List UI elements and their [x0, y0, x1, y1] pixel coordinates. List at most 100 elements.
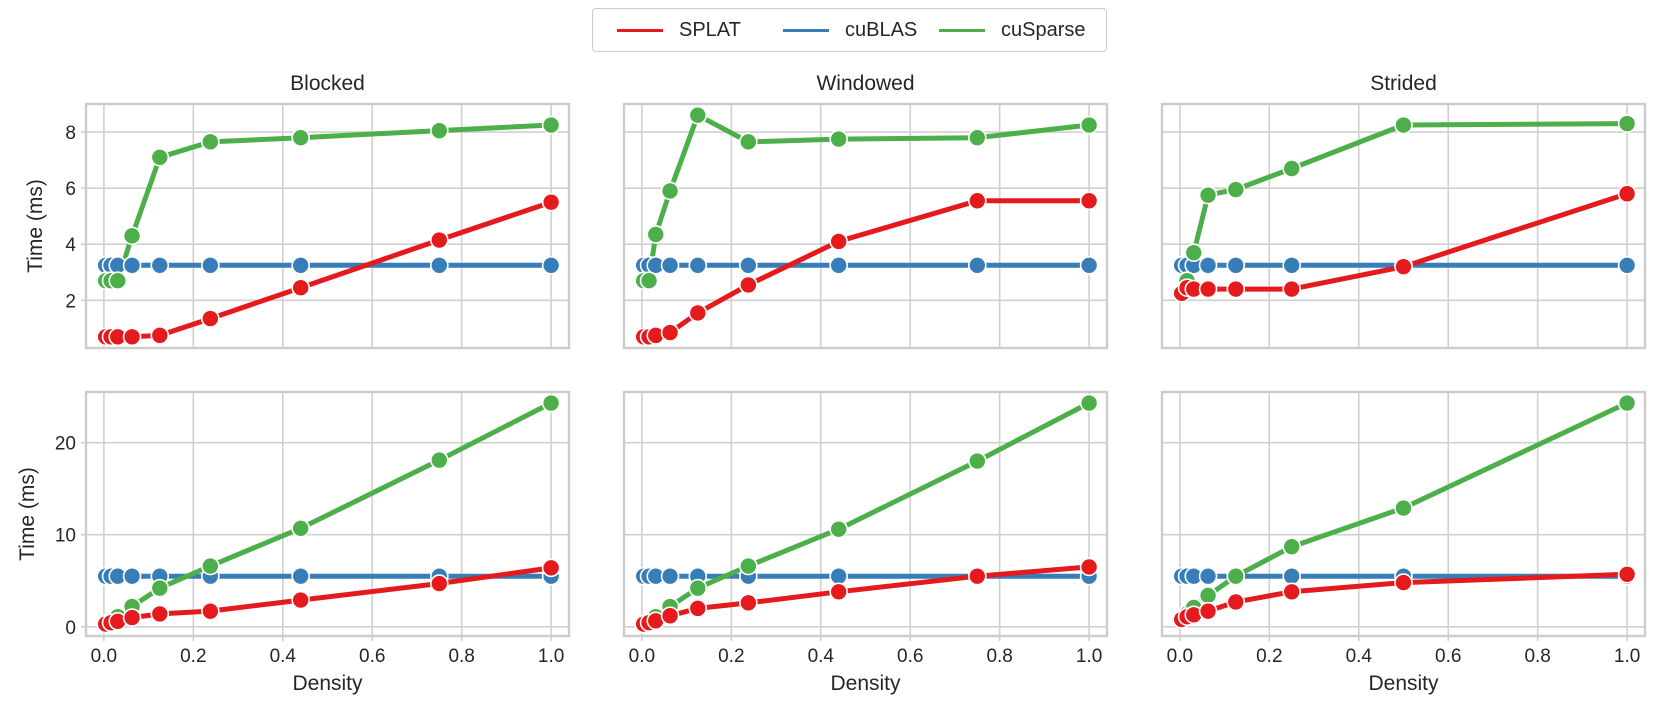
data-point-splat — [1617, 184, 1637, 204]
data-point-cublas — [201, 255, 220, 275]
legend-swatch-cusparse — [939, 28, 985, 32]
data-point-splat — [291, 278, 310, 298]
x-tick-label: 0.8 — [448, 646, 474, 667]
data-point-cusparse — [1617, 114, 1637, 133]
data-point-cusparse — [968, 451, 987, 471]
data-point-cusparse — [541, 115, 561, 135]
panel-1: 2 4 6 8 Blocked Time (ms) — [24, 72, 571, 350]
legend-swatch-cublas — [783, 28, 829, 32]
data-point-cublas — [1226, 255, 1246, 275]
y-axis-label: Time (ms) — [24, 179, 47, 273]
x-tick-label: 0.0 — [1167, 646, 1193, 667]
series-line-splat — [103, 199, 554, 340]
data-point-cublas — [1198, 566, 1218, 586]
x-axis-label: Density — [1368, 672, 1439, 695]
data-point-splat — [968, 191, 987, 211]
data-point-cusparse — [646, 225, 666, 244]
data-point-cusparse — [1184, 243, 1204, 262]
data-point-splat — [660, 323, 680, 342]
axes-frame — [84, 390, 571, 638]
axes-frame — [1160, 390, 1647, 638]
x-tick-label: 0.2 — [718, 646, 744, 667]
legend-swatch-splat — [617, 28, 663, 32]
y-tick-label: 2 — [65, 291, 76, 312]
x-tick-label: 0.0 — [91, 646, 117, 667]
data-point-cusparse — [150, 147, 170, 167]
data-point-splat — [739, 593, 758, 613]
axes-frame — [622, 390, 1109, 638]
data-point-cusparse — [1394, 498, 1413, 518]
data-point-splat — [430, 230, 449, 250]
series-line-cusparse — [103, 122, 554, 284]
x-tick-label: 0.6 — [1435, 646, 1461, 667]
data-point-cusparse — [660, 181, 680, 201]
data-point-cusparse — [201, 132, 220, 152]
data-point-cusparse — [688, 105, 708, 125]
data-point-splat — [1198, 279, 1218, 299]
data-point-cusparse — [739, 556, 758, 576]
axes-frame — [622, 102, 1109, 350]
data-point-cusparse — [122, 226, 142, 246]
data-point-splat — [1394, 573, 1413, 592]
data-point-cusparse — [1617, 393, 1637, 413]
data-point-splat — [201, 601, 220, 621]
y-tick-label: 4 — [65, 235, 76, 256]
data-point-cusparse — [108, 271, 128, 290]
x-axis-label: Density — [292, 672, 363, 695]
data-point-cusparse — [829, 129, 848, 149]
panel-4: 0 10 20 0.0 0.2 0.4 0.6 0.8 1.0 Density Time (ms) — [16, 390, 571, 695]
data-point-splat — [1226, 592, 1246, 612]
data-point-cublas — [430, 255, 449, 275]
x-tick-label: 0.8 — [986, 646, 1012, 667]
data-point-splat — [660, 606, 680, 626]
y-tick-label: 6 — [65, 179, 76, 200]
data-point-splat — [739, 275, 758, 295]
data-point-splat — [150, 326, 170, 345]
data-point-cusparse — [829, 519, 848, 539]
panel-6: 0.0 0.2 0.4 0.6 0.8 1.0 Density — [1160, 390, 1647, 695]
data-point-splat — [291, 590, 310, 610]
data-point-splat — [1617, 565, 1637, 584]
data-point-cusparse — [1226, 180, 1246, 199]
x-axis-label: Density — [830, 672, 901, 695]
data-point-cublas — [688, 255, 708, 275]
data-point-cusparse — [430, 450, 449, 470]
data-point-splat — [1079, 191, 1099, 211]
data-point-splat — [688, 599, 708, 618]
axes-frame — [1160, 102, 1647, 350]
data-point-cusparse — [1079, 115, 1099, 135]
data-point-splat — [430, 574, 449, 593]
data-point-cusparse — [1079, 393, 1099, 413]
data-point-cusparse — [1198, 586, 1218, 605]
data-point-cublas — [291, 566, 310, 586]
panel-title: Blocked — [290, 72, 365, 95]
legend: SPLAT cuBLAS cuSparse — [592, 8, 1107, 52]
panel-title: Windowed — [816, 72, 914, 95]
data-point-cublas — [1198, 255, 1218, 275]
data-point-cublas — [1617, 255, 1637, 275]
data-point-splat — [1226, 279, 1246, 299]
legend-item-splat: SPLAT — [617, 18, 741, 41]
data-point-splat — [541, 192, 561, 212]
data-point-cublas — [660, 566, 680, 586]
y-tick-label: 0 — [65, 618, 76, 639]
x-tick-label: 1.0 — [538, 646, 564, 667]
legend-label-cusparse: cuSparse — [1001, 18, 1086, 41]
x-tick-label: 1.0 — [1614, 646, 1640, 667]
data-point-splat — [1198, 601, 1218, 621]
x-tick-label: 0.2 — [180, 646, 206, 667]
legend-label-cublas: cuBLAS — [845, 18, 918, 41]
legend-label-splat: SPLAT — [679, 18, 741, 41]
x-tick-label: 0.4 — [1346, 646, 1373, 667]
data-point-cusparse — [1198, 185, 1218, 205]
data-point-cusparse — [201, 556, 220, 576]
panel-title: Strided — [1370, 72, 1437, 95]
data-point-splat — [829, 582, 848, 602]
x-tick-label: 0.4 — [270, 646, 297, 667]
data-point-splat — [1079, 557, 1099, 577]
data-point-cublas — [122, 566, 142, 586]
legend-item-cusparse: cuSparse — [939, 18, 1086, 41]
panel-5: 0.0 0.2 0.4 0.6 0.8 1.0 Density — [622, 390, 1109, 695]
data-point-cublas — [829, 566, 848, 586]
